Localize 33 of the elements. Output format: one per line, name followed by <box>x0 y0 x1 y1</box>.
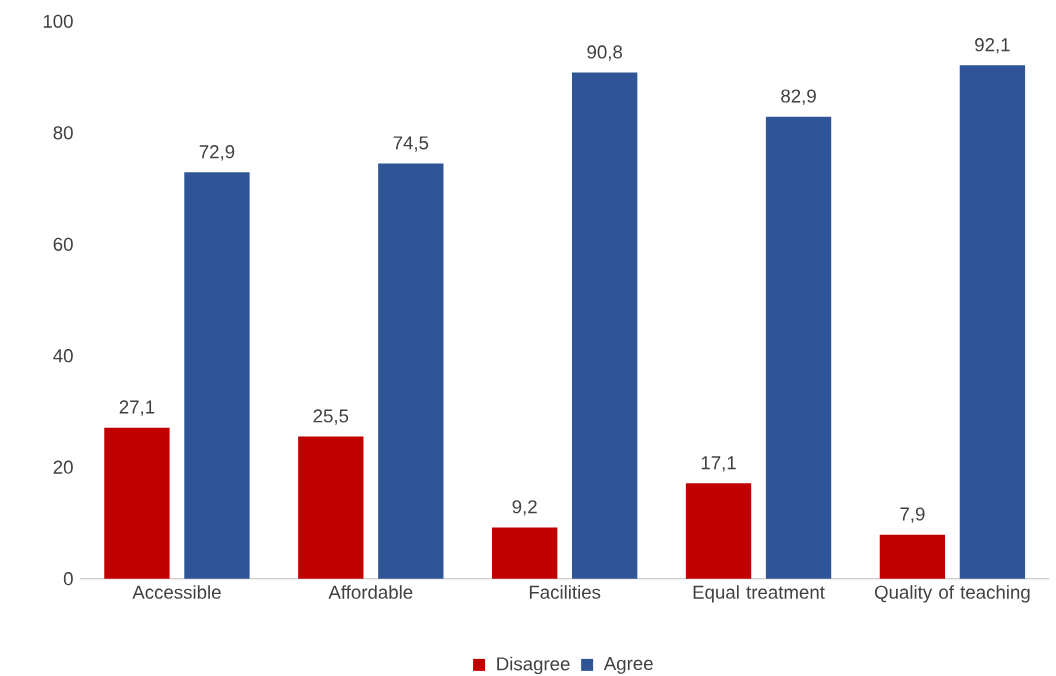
bar <box>685 483 752 579</box>
x-tick-label: Accessible <box>132 585 221 599</box>
bar <box>184 172 250 579</box>
data-label: 27,1 <box>119 400 155 416</box>
data-label: 25,5 <box>313 409 349 425</box>
y-tick-label: 80 <box>53 126 73 140</box>
bar <box>378 163 444 579</box>
data-label: 82,9 <box>781 89 816 105</box>
data-label: 72,9 <box>199 145 235 161</box>
data-label: 74,5 <box>393 136 429 152</box>
y-tick-label: 40 <box>53 349 73 363</box>
data-label: 7,9 <box>900 507 925 523</box>
data-label: 9,2 <box>512 500 537 516</box>
y-tick-label: 20 <box>53 460 73 474</box>
legend-label: Agree <box>603 657 653 674</box>
x-tick-label: Facilities <box>529 585 601 599</box>
x-tick-label: Affordable <box>328 585 413 599</box>
bar <box>959 65 1026 579</box>
y-tick-label: 100 <box>43 14 73 28</box>
bar <box>572 72 638 579</box>
bar <box>104 427 170 579</box>
y-tick-label: 0 <box>63 572 73 586</box>
bar <box>879 534 946 579</box>
y-tick-label: 60 <box>53 237 73 251</box>
x-tick-label: Equal treatment <box>693 585 825 603</box>
data-label: 17,1 <box>701 456 736 472</box>
bar <box>765 116 832 579</box>
legend-label: Disagree <box>497 656 570 675</box>
data-label: 90,8 <box>587 45 623 61</box>
data-label: 92,1 <box>975 38 1010 54</box>
bar <box>298 436 364 579</box>
bar <box>492 527 558 579</box>
x-tick-label: Quality of teaching <box>874 585 1030 603</box>
